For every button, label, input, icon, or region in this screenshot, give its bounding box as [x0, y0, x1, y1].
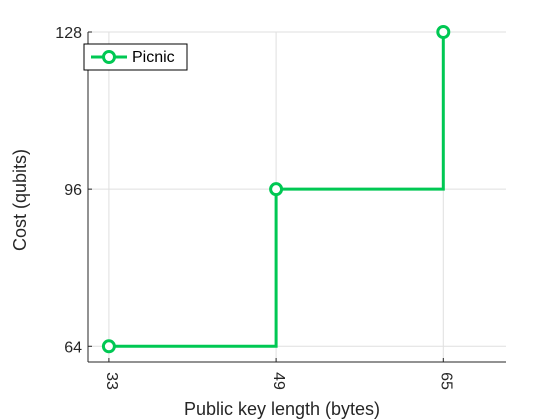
y-tick-label-128: 128	[55, 25, 82, 42]
y-tick-label-64: 64	[64, 339, 82, 356]
ticks: 33 49 65 64 96 128	[55, 25, 454, 390]
x-axis-label: Public key length (bytes)	[184, 399, 380, 419]
legend: Picnic	[83, 43, 188, 71]
x-tick-label-33: 33	[103, 372, 120, 390]
y-axis-label: Cost (qubits)	[10, 149, 30, 251]
legend-marker	[102, 50, 116, 64]
series-layer	[101, 25, 451, 354]
x-tick-label-49: 49	[270, 372, 287, 390]
x-tick-label-65: 65	[437, 372, 454, 390]
data-point-49	[269, 182, 284, 197]
axes	[87, 32, 506, 363]
data-point-65	[436, 25, 451, 39]
plot-background	[88, 32, 506, 362]
y-tick-label-96: 96	[64, 182, 82, 199]
legend-label: Picnic	[132, 49, 175, 66]
data-point-33	[101, 339, 116, 354]
